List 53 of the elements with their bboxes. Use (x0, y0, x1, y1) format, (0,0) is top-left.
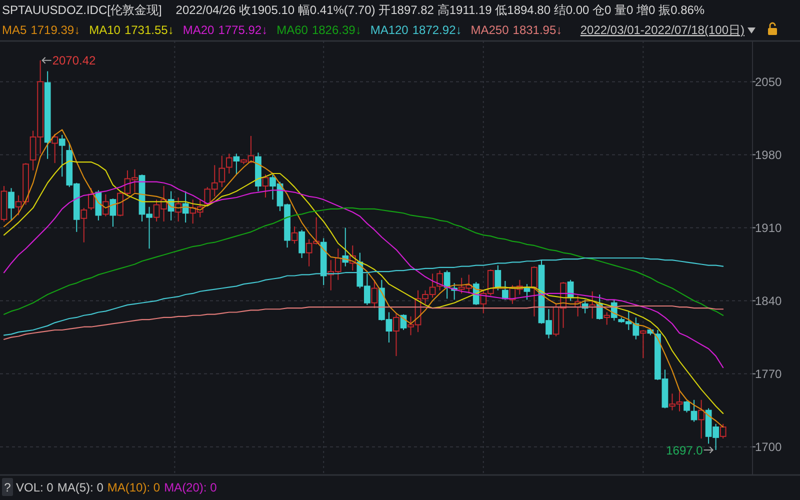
text: MA20 (182, 23, 214, 37)
candlestick (88, 188, 94, 211)
candlestick (531, 266, 538, 317)
candlestick (52, 133, 58, 164)
y-tick-label: 1910 (755, 221, 782, 236)
candlestick (690, 399, 698, 422)
y-tick-label: 1840 (755, 294, 782, 308)
y-tick-label: 2050 (755, 74, 782, 89)
text: VOL: 0 (16, 480, 54, 494)
candlestick (698, 399, 704, 439)
text: 1775.92↓ (218, 23, 268, 37)
candlestick (371, 279, 378, 309)
candlestick (720, 423, 726, 439)
chart-title: SPTAUUSDOZ.IDC[伦敦金现] (2, 3, 162, 17)
text: 1731.55↓ (124, 23, 174, 37)
candlestick (117, 190, 124, 217)
candlestick (640, 329, 646, 359)
candlestick (291, 226, 298, 244)
text: 1872.92↓ (412, 23, 462, 37)
candlestick (684, 400, 690, 413)
candlestick (226, 153, 232, 174)
candlestick (393, 312, 400, 357)
text: MA5 (2, 23, 27, 37)
y-tick-label: 1770 (755, 367, 782, 382)
text: 1719.39↓ (30, 23, 80, 37)
text: 1831.95↓ (512, 23, 562, 37)
candlestick (58, 134, 66, 178)
text: MA(20): 0 (164, 480, 218, 494)
annotation: 2070.42 (52, 54, 96, 68)
candlestick (233, 153, 240, 176)
text: 1826.39↓ (312, 23, 362, 37)
text: MA60 (276, 23, 308, 37)
candlestick (262, 174, 269, 198)
candlestick (8, 188, 14, 221)
annotation: 1697.0 (666, 443, 704, 458)
text: MA250 (470, 23, 510, 37)
y-tick-label: 1700 (755, 440, 782, 454)
candlestick (444, 270, 450, 300)
y-tick-label: 1980 (755, 148, 782, 162)
text: MA(5): 0 (57, 480, 104, 494)
candlestick (604, 312, 610, 326)
text: MA120 (370, 23, 409, 37)
candlestick (494, 264, 502, 291)
candlestick (218, 155, 226, 188)
text: 2022/03/01-2022/07/18(100日) (580, 23, 744, 37)
chart-subtitle: 2022/04/26 收1905.10 幅0.41%(7.70) 开1897.82 高1911.19 低1894.80 结0.00 仓0 量0 增0 振0.86% (176, 3, 705, 17)
text: MA(10): 0 (107, 480, 160, 494)
candlestick (80, 207, 88, 243)
candlestick (298, 229, 305, 258)
text: MA10 (89, 23, 121, 37)
candlestick (436, 270, 443, 291)
text: ? (4, 480, 12, 494)
candlestick (102, 194, 109, 217)
